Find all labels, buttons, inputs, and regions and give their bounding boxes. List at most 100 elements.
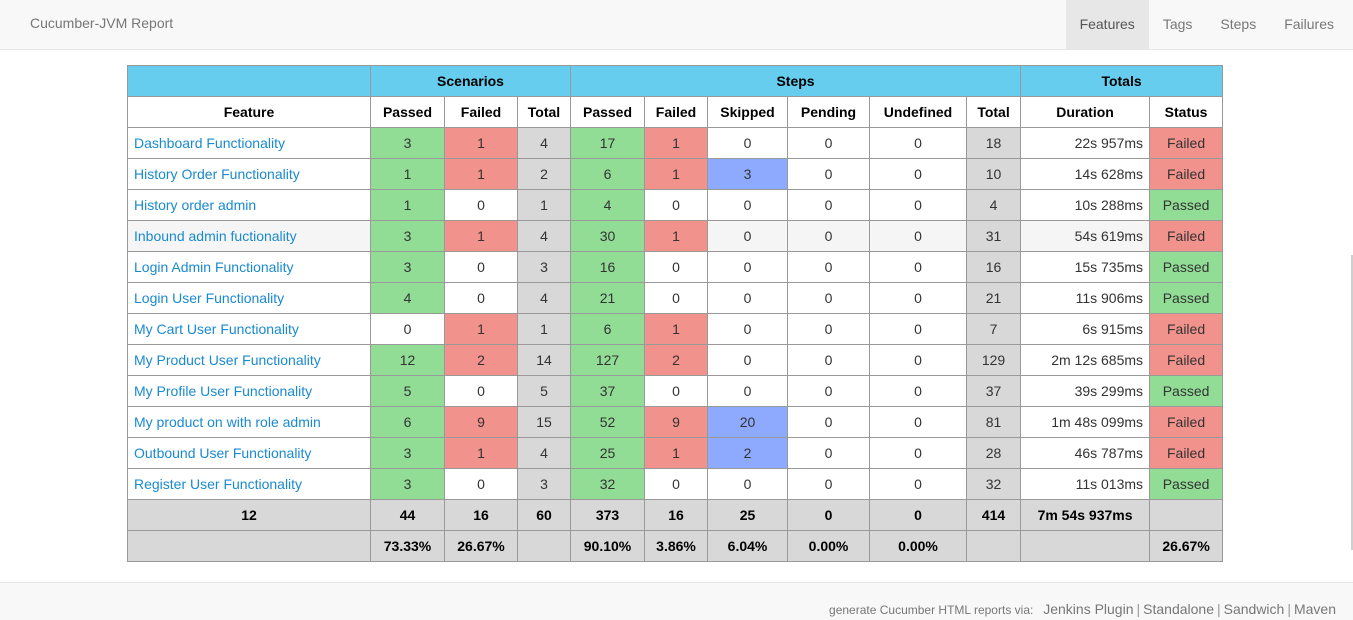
cell-steps-pending: 0 bbox=[787, 375, 871, 407]
scrollbar-thumb[interactable] bbox=[1351, 255, 1353, 550]
cell-scenarios-total: 4 bbox=[516, 282, 572, 314]
column-header-steps-undefined[interactable]: Undefined bbox=[869, 96, 968, 128]
cell-steps-skipped: 0 bbox=[707, 313, 789, 345]
cell-steps-passed: 52 bbox=[570, 406, 646, 438]
cell-steps-failed: 0 bbox=[644, 189, 709, 221]
cell-scenarios-total: 1 bbox=[516, 189, 572, 221]
column-header-feature[interactable]: Feature bbox=[127, 96, 371, 128]
cell-steps-passed: 37 bbox=[570, 375, 646, 407]
feature-link[interactable]: My Profile User Functionality bbox=[127, 375, 371, 407]
nav-steps[interactable]: Steps bbox=[1220, 16, 1257, 32]
cell-steps-total: 37 bbox=[966, 375, 1022, 407]
features-table: Scenarios Steps Totals Feature Passed Fail… bbox=[127, 65, 1224, 562]
feature-link[interactable]: Login Admin Functionality bbox=[127, 251, 371, 283]
cell-steps-skipped: 0 bbox=[707, 282, 789, 314]
cell-status: Failed bbox=[1149, 220, 1224, 252]
cell-duration: 10s 288ms bbox=[1020, 189, 1151, 221]
cell-status: Failed bbox=[1149, 406, 1224, 438]
cell-duration: 22s 957ms bbox=[1020, 127, 1151, 159]
column-header-steps-pending[interactable]: Pending bbox=[787, 96, 871, 128]
cell-scenarios-failed: 9 bbox=[444, 406, 518, 438]
cell-steps-pending: 0 bbox=[787, 406, 871, 438]
cell-status: Passed bbox=[1149, 189, 1224, 221]
totals-cell-steps-skipped: 25 bbox=[707, 499, 789, 531]
cell-steps-failed: 0 bbox=[644, 282, 709, 314]
cell-steps-undefined: 0 bbox=[869, 468, 968, 500]
column-header-scenarios-passed[interactable]: Passed bbox=[370, 96, 445, 128]
cell-steps-passed: 16 bbox=[570, 251, 646, 283]
cell-steps-passed: 32 bbox=[570, 468, 646, 500]
feature-link[interactable]: History Order Functionality bbox=[127, 158, 371, 190]
navbar: Cucumber-JVM Report Features Tags Steps … bbox=[0, 0, 1353, 50]
percentages-cell-steps-undefined: 0.00% bbox=[869, 530, 968, 562]
column-header-status[interactable]: Status bbox=[1149, 96, 1224, 128]
cell-steps-pending: 0 bbox=[787, 282, 871, 314]
nav-links: Features Tags Steps Failures bbox=[1065, 0, 1348, 49]
column-header-duration[interactable]: Duration bbox=[1020, 96, 1151, 128]
link-sandwich[interactable]: Sandwich bbox=[1223, 601, 1285, 617]
cell-steps-skipped: 0 bbox=[707, 220, 789, 252]
table-row: My Profile User Functionality 5 0 5 37 0 0 0 0 37… bbox=[127, 375, 1224, 407]
column-header-steps-passed[interactable]: Passed bbox=[570, 96, 646, 128]
cell-steps-failed: 0 bbox=[644, 251, 709, 283]
cell-status: Passed bbox=[1149, 251, 1224, 283]
cell-steps-total: 10 bbox=[966, 158, 1022, 190]
feature-link[interactable]: Outbound User Functionality bbox=[127, 437, 371, 469]
table-row: Inbound admin fuctionality 3 1 4 30 1 0 0 0 31 54s… bbox=[127, 220, 1224, 252]
cell-steps-passed: 21 bbox=[570, 282, 646, 314]
cell-scenarios-total: 3 bbox=[516, 251, 572, 283]
cell-steps-skipped: 3 bbox=[707, 158, 789, 190]
feature-link[interactable]: Dashboard Functionality bbox=[127, 127, 371, 159]
scrollbar[interactable] bbox=[1345, 50, 1353, 580]
totals-cell-feature: 12 bbox=[127, 499, 371, 531]
cell-status: Failed bbox=[1149, 437, 1224, 469]
link-maven[interactable]: Maven bbox=[1293, 601, 1336, 617]
cell-scenarios-failed: 1 bbox=[444, 220, 518, 252]
column-header-steps-failed[interactable]: Failed bbox=[644, 96, 709, 128]
cell-steps-failed: 2 bbox=[644, 344, 709, 376]
cell-steps-passed: 6 bbox=[570, 158, 646, 190]
column-header-steps-total[interactable]: Total bbox=[966, 96, 1022, 128]
totals-cell-duration: 7m 54s 937ms bbox=[1020, 499, 1151, 531]
feature-link[interactable]: Login User Functionality bbox=[127, 282, 371, 314]
cell-steps-skipped: 0 bbox=[707, 127, 789, 159]
feature-link[interactable]: My product on with role admin bbox=[127, 406, 371, 438]
feature-link[interactable]: Inbound admin fuctionality bbox=[127, 220, 371, 252]
cell-scenarios-failed: 0 bbox=[444, 282, 518, 314]
link-standalone[interactable]: Standalone bbox=[1143, 601, 1214, 617]
cell-steps-skipped: 20 bbox=[707, 406, 789, 438]
totals-row: 12 44 16 60 373 16 25 0 0 414 7m 54s 937ms bbox=[127, 499, 1224, 531]
link-jenkins-plugin[interactable]: Jenkins Plugin bbox=[1043, 601, 1134, 617]
nav-features[interactable]: Features bbox=[1065, 0, 1149, 49]
column-header-scenarios-failed[interactable]: Failed bbox=[444, 96, 518, 128]
brand-title[interactable]: Cucumber-JVM Report bbox=[30, 15, 174, 31]
cell-steps-total: 21 bbox=[966, 282, 1022, 314]
nav-failures[interactable]: Failures bbox=[1284, 16, 1334, 32]
feature-link[interactable]: My Product User Functionality bbox=[127, 344, 371, 376]
cell-steps-failed: 1 bbox=[644, 127, 709, 159]
column-header-scenarios-total[interactable]: Total bbox=[516, 96, 572, 128]
feature-link[interactable]: My Cart User Functionality bbox=[127, 313, 371, 345]
cell-scenarios-passed: 4 bbox=[370, 282, 445, 314]
cell-steps-total: 4 bbox=[966, 189, 1022, 221]
cell-steps-passed: 6 bbox=[570, 313, 646, 345]
cell-steps-failed: 0 bbox=[644, 468, 709, 500]
feature-link[interactable]: Register User Functionality bbox=[127, 468, 371, 500]
footer-prefix: generate Cucumber HTML reports via: bbox=[829, 603, 1034, 617]
column-header-steps-skipped[interactable]: Skipped bbox=[707, 96, 789, 128]
feature-link[interactable]: History order admin bbox=[127, 189, 371, 221]
table-row: History Order Functionality 1 1 2 6 1 3 0 0 10 14s… bbox=[127, 158, 1224, 190]
cell-steps-passed: 127 bbox=[570, 344, 646, 376]
nav-tags[interactable]: Tags bbox=[1162, 16, 1193, 32]
cell-steps-total: 16 bbox=[966, 251, 1022, 283]
percentages-cell-status: 26.67% bbox=[1149, 530, 1224, 562]
cell-steps-pending: 0 bbox=[787, 313, 871, 345]
percentages-cell-steps-skipped: 6.04% bbox=[707, 530, 789, 562]
cell-steps-undefined: 0 bbox=[869, 251, 968, 283]
table-row: Login Admin Functionality 3 0 3 16 0 0 0 0 16 15s … bbox=[127, 251, 1224, 283]
cell-scenarios-passed: 1 bbox=[370, 189, 445, 221]
table-row: My product on with role admin 6 9 15 52 9 20 0 0… bbox=[127, 406, 1224, 438]
cell-steps-pending: 0 bbox=[787, 127, 871, 159]
cell-scenarios-failed: 0 bbox=[444, 251, 518, 283]
percentages-cell-steps-passed: 90.10% bbox=[570, 530, 646, 562]
